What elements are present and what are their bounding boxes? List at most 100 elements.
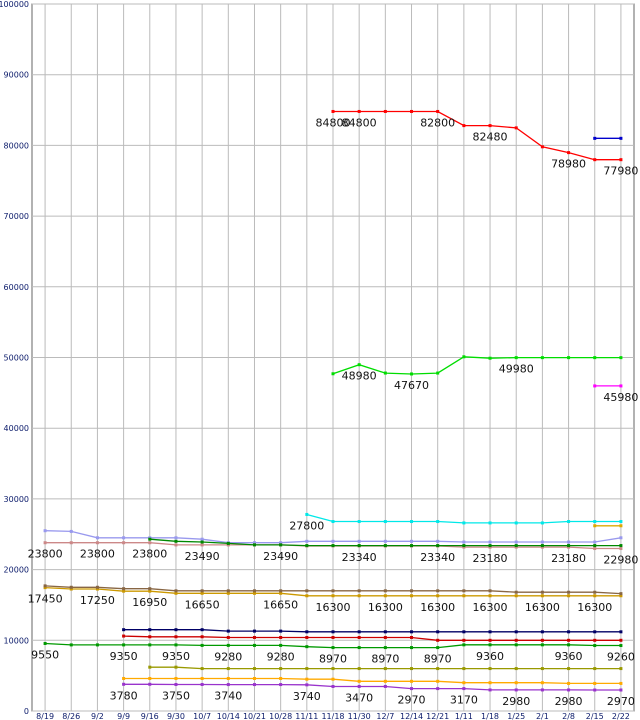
data-label: 16300 — [525, 601, 560, 614]
data-point — [514, 681, 518, 685]
data-point — [305, 645, 309, 649]
data-point — [567, 681, 571, 685]
series-1 — [593, 136, 623, 140]
data-point — [383, 594, 387, 598]
data-point — [436, 539, 440, 543]
y-tick-label: 100000 — [0, 0, 29, 9]
data-label: 3750 — [162, 689, 190, 702]
data-point — [95, 643, 99, 647]
data-point — [619, 520, 623, 524]
data-point — [514, 545, 518, 549]
data-point — [436, 594, 440, 598]
data-point — [174, 635, 178, 639]
x-tick-label: 11/30 — [348, 712, 371, 720]
data-point — [567, 544, 571, 548]
y-tick-label: 0 — [24, 707, 29, 716]
series-5 — [593, 524, 623, 528]
data-point — [619, 544, 623, 548]
data-point — [567, 520, 571, 524]
data-point — [383, 646, 387, 650]
series-line — [123, 677, 621, 685]
data-point — [226, 683, 230, 687]
data-point — [593, 681, 597, 685]
data-point — [436, 371, 440, 375]
data-point — [619, 688, 623, 692]
data-point — [514, 544, 518, 548]
data-point — [410, 679, 414, 683]
data-label: 16300 — [368, 601, 403, 614]
data-point — [593, 384, 597, 388]
data-point — [95, 587, 99, 591]
data-point — [383, 371, 387, 375]
x-tick-label: 12/14 — [400, 712, 423, 720]
data-point — [593, 356, 597, 360]
data-point — [488, 630, 492, 634]
data-label: 82480 — [473, 131, 508, 144]
y-tick-label: 10000 — [4, 636, 29, 645]
data-point — [514, 590, 518, 594]
x-tick-label: 10/7 — [193, 712, 211, 720]
data-point — [567, 594, 571, 598]
data-point — [462, 594, 466, 598]
data-point — [619, 547, 623, 551]
data-label: 45980 — [603, 391, 638, 404]
data-label: 27800 — [289, 519, 324, 532]
data-point — [357, 684, 361, 688]
series-9 — [43, 586, 623, 598]
data-point — [252, 541, 256, 545]
data-point — [540, 545, 544, 549]
data-point — [305, 544, 309, 548]
data-point — [331, 635, 335, 639]
x-tick-label: 9/2 — [91, 712, 104, 720]
data-point — [619, 681, 623, 685]
data-point — [174, 676, 178, 680]
series-line — [332, 356, 621, 375]
data-label: 3780 — [110, 689, 138, 702]
data-point — [593, 590, 597, 594]
data-point — [540, 638, 544, 642]
data-point — [43, 529, 47, 533]
series-line — [123, 635, 621, 641]
x-tick-label: 2/22 — [612, 712, 630, 720]
x-tick-label: 9/9 — [117, 712, 130, 720]
data-point — [462, 681, 466, 685]
data-point — [514, 688, 518, 692]
data-point — [226, 676, 230, 680]
data-point — [305, 677, 309, 681]
data-label: 23340 — [342, 551, 377, 564]
data-point — [331, 544, 335, 548]
data-label: 22980 — [603, 554, 638, 567]
series-0 — [331, 109, 623, 162]
x-tick-label: 2/1 — [536, 712, 549, 720]
data-label: 8970 — [371, 653, 399, 666]
data-point — [279, 667, 283, 671]
data-point — [357, 363, 361, 367]
data-point — [593, 667, 597, 671]
data-point — [357, 589, 361, 593]
data-label: 2970 — [607, 695, 635, 708]
data-point — [95, 541, 99, 545]
data-label: 2970 — [398, 694, 426, 707]
data-point — [436, 520, 440, 524]
data-point — [410, 635, 414, 639]
data-point — [174, 682, 178, 686]
series-3 — [593, 384, 623, 388]
data-point — [436, 646, 440, 650]
data-label: 9260 — [607, 651, 635, 664]
data-point — [619, 644, 623, 648]
y-tick-label: 30000 — [4, 495, 29, 504]
data-point — [540, 356, 544, 360]
x-tick-label: 2/15 — [586, 712, 604, 720]
data-point — [69, 529, 73, 533]
data-point — [69, 585, 73, 589]
data-point — [122, 589, 126, 593]
data-point — [148, 635, 152, 639]
data-point — [357, 539, 361, 543]
data-point — [514, 594, 518, 598]
y-tick-label: 20000 — [4, 566, 29, 575]
data-point — [148, 587, 152, 591]
data-point — [357, 109, 361, 113]
data-label: 8970 — [319, 653, 347, 666]
data-label: 3740 — [214, 690, 242, 703]
data-label: 23800 — [80, 548, 115, 561]
